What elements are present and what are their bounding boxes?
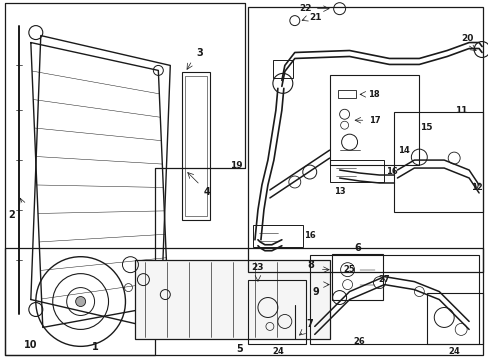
Bar <box>247 280 305 345</box>
Bar <box>252 225 302 247</box>
Text: 10: 10 <box>24 340 38 350</box>
Bar <box>309 255 478 345</box>
Text: 23: 23 <box>251 263 264 272</box>
Bar <box>272 60 292 78</box>
Text: 9: 9 <box>312 287 319 297</box>
Bar <box>329 75 419 165</box>
Text: 5: 5 <box>236 345 243 354</box>
Text: 12: 12 <box>470 184 482 193</box>
Text: 26: 26 <box>353 337 365 346</box>
Bar <box>5 248 482 355</box>
Text: 20: 20 <box>460 34 472 43</box>
Text: 24: 24 <box>447 347 459 356</box>
Text: 19: 19 <box>230 161 243 170</box>
Bar <box>337 90 355 98</box>
Bar <box>182 72 210 220</box>
Text: 16: 16 <box>385 167 396 176</box>
Bar <box>427 293 482 345</box>
Text: 3: 3 <box>196 49 203 58</box>
Text: 25: 25 <box>343 265 355 274</box>
Text: 16: 16 <box>303 231 315 240</box>
Text: 4: 4 <box>203 187 210 197</box>
Text: 18: 18 <box>367 90 379 99</box>
Text: 24: 24 <box>271 347 283 356</box>
Text: 13: 13 <box>333 188 345 197</box>
Text: 11: 11 <box>454 106 467 115</box>
Bar <box>331 254 383 300</box>
Circle shape <box>76 297 85 306</box>
Text: 6: 6 <box>353 243 360 253</box>
Text: 8: 8 <box>306 260 313 270</box>
Bar <box>185 76 207 216</box>
Text: 14: 14 <box>398 145 409 154</box>
Text: 22: 22 <box>299 4 311 13</box>
Bar <box>135 260 329 339</box>
Text: 17: 17 <box>368 116 380 125</box>
Text: 15: 15 <box>419 123 432 132</box>
Text: 7: 7 <box>306 319 312 329</box>
Bar <box>329 160 384 182</box>
Bar <box>394 112 482 212</box>
Text: 27: 27 <box>378 275 389 284</box>
Bar <box>247 7 482 272</box>
Text: 2: 2 <box>8 210 15 220</box>
Text: 1: 1 <box>92 342 99 352</box>
Text: 21: 21 <box>309 13 322 22</box>
